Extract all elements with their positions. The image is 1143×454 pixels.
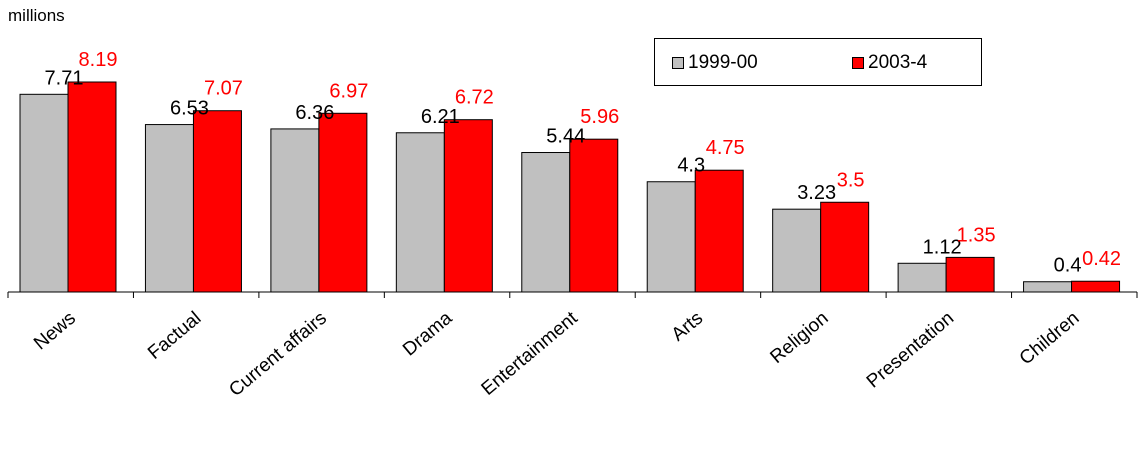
bar-1999-00-8: [1023, 281, 1073, 293]
value-label-1999-00-1: 6.53: [170, 98, 209, 120]
category-label-5: Arts: [668, 308, 707, 346]
category-labels-group: News Factual Current affairs Drama Entertain…: [30, 307, 1083, 401]
bar-1999-00-6: [772, 208, 822, 293]
legend-item-series2: 2003-4: [852, 52, 927, 74]
value-label-1999-00-5: 4.3: [677, 155, 705, 177]
value-label-1999-00-7: 1.12: [923, 236, 962, 258]
value-label-2003-4-3: 6.72: [455, 87, 494, 109]
bar-2003-4-0: [67, 81, 117, 293]
bar-2003-4-1: [192, 110, 242, 293]
value-label-1999-00-0: 7.71: [45, 67, 84, 89]
bar-2003-4-7: [945, 256, 995, 293]
legend: 1999-00 2003-4: [654, 38, 982, 86]
value-label-1999-00-3: 6.21: [421, 106, 460, 128]
legend-item-series1: 1999-00: [672, 52, 758, 74]
value-label-1999-00-8: 0.4: [1054, 255, 1082, 277]
bar-1999-00-4: [521, 152, 571, 293]
legend-label-series2: 2003-4: [868, 52, 928, 73]
legend-swatch-series1: [672, 57, 684, 69]
bar-1999-00-0: [19, 93, 69, 293]
category-label-0: News: [30, 308, 80, 355]
value-label-1999-00-6: 3.23: [797, 182, 836, 204]
category-label-3: Drama: [399, 307, 457, 360]
bar-1999-00-2: [270, 128, 320, 293]
value-label-2003-4-0: 8.19: [79, 49, 118, 71]
bar-2003-4-6: [820, 201, 870, 293]
category-label-1: Factual: [144, 308, 205, 364]
value-label-2003-4-4: 5.96: [580, 106, 619, 128]
bar-1999-00-5: [646, 181, 696, 293]
bar-1999-00-7: [897, 262, 947, 293]
bar-2003-4-8: [1071, 280, 1121, 293]
bar-2003-4-5: [694, 169, 744, 293]
category-label-2: Current affairs: [225, 308, 330, 401]
bars-group: [19, 81, 1121, 293]
value-label-1999-00-4: 5.44: [546, 126, 585, 148]
value-label-2003-4-2: 6.97: [329, 80, 368, 102]
value-label-2003-4-5: 4.75: [706, 137, 745, 159]
bar-1999-00-3: [395, 132, 445, 293]
bar-2003-4-3: [443, 119, 493, 293]
value-label-2003-4-1: 7.07: [204, 78, 243, 100]
bar-2003-4-2: [318, 112, 368, 293]
value-label-2003-4-7: 1.35: [957, 224, 996, 246]
category-label-6: Religion: [767, 308, 833, 368]
bar-1999-00-1: [144, 124, 194, 293]
value-label-2003-4-8: 0.42: [1082, 248, 1121, 270]
y-unit-label: millions: [8, 6, 65, 25]
value-labels-group: 7.718.19 6.537.07 6.366.97 6.216.72 5.445.96…: [45, 49, 1121, 277]
legend-swatch-series2: [852, 57, 864, 69]
category-label-8: Children: [1016, 308, 1084, 370]
value-label-2003-4-6: 3.5: [837, 169, 865, 191]
category-label-7: Presentation: [863, 308, 958, 393]
value-label-1999-00-2: 6.36: [295, 102, 334, 124]
category-label-4: Entertainment: [478, 307, 583, 400]
legend-label-series1: 1999-00: [688, 52, 758, 73]
bar-2003-4-4: [569, 138, 619, 293]
x-axis: [7, 291, 1138, 298]
